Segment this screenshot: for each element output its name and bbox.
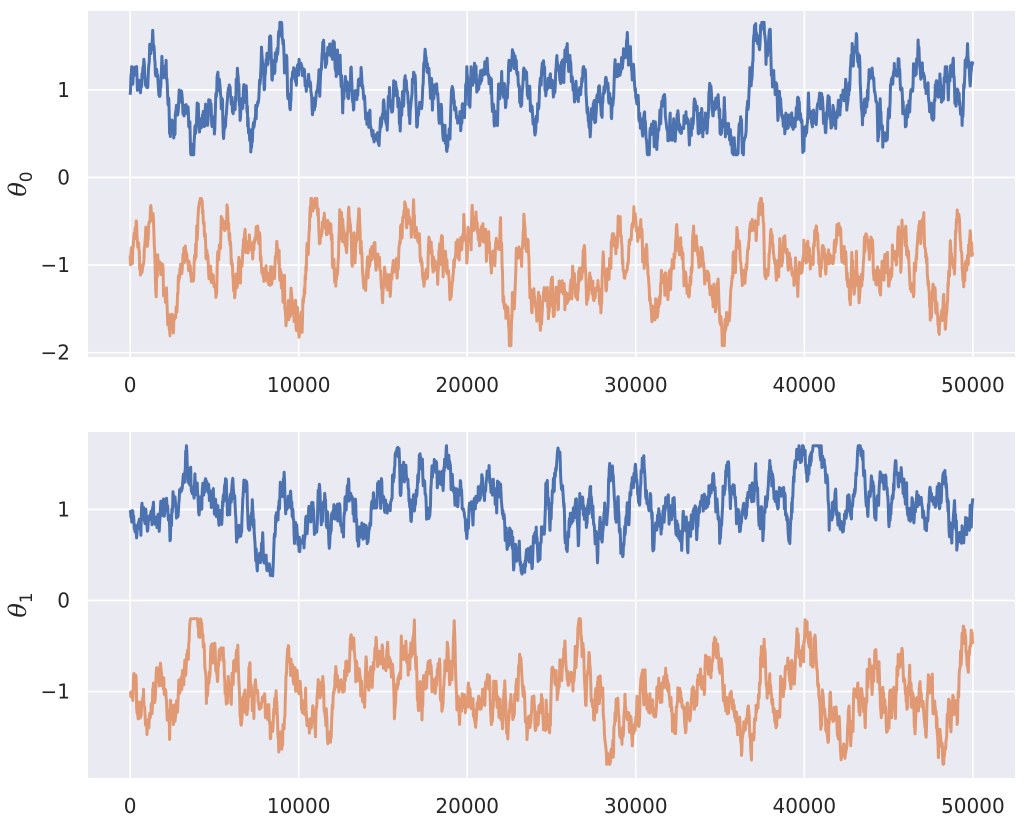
x-tick-label: 40000	[773, 794, 837, 818]
x-tick-label: 20000	[435, 794, 499, 818]
x-tick-label: 30000	[604, 794, 668, 818]
trace-series-1	[128, 20, 975, 157]
trace-panel-theta-0: 0 10000 20000 30000 40000 50000 1 0 −1 −2 θ0	[4, 11, 1015, 397]
x-tick-label: 50000	[941, 373, 1005, 397]
y-tick-label: 0	[57, 165, 70, 189]
trace-panel-theta-1: 0 10000 20000 30000 40000 50000 1 0 −1 θ1	[4, 432, 1015, 818]
x-tick-label: 10000	[267, 794, 331, 818]
x-tick-label: 40000	[773, 373, 837, 397]
y-axis-label: θ0	[4, 171, 37, 196]
y-tick-label: 0	[57, 588, 70, 612]
trace-series-2	[128, 197, 975, 348]
y-tick-label: −1	[41, 253, 70, 277]
y-tick-label: −1	[41, 680, 70, 704]
x-tick-label: 20000	[435, 373, 499, 397]
x-tick-label: 0	[124, 794, 137, 818]
x-tick-label: 0	[124, 373, 137, 397]
y-axis-label: θ1	[4, 592, 37, 617]
x-tick-label: 30000	[604, 373, 668, 397]
x-tick-label: 50000	[941, 794, 1005, 818]
y-tick-label: −2	[41, 341, 70, 365]
trace-series-2	[129, 617, 975, 766]
y-tick-label: 1	[57, 78, 70, 102]
x-tick-label: 10000	[267, 373, 331, 397]
y-tick-label: 1	[57, 497, 70, 521]
trace-series-1	[128, 444, 975, 578]
